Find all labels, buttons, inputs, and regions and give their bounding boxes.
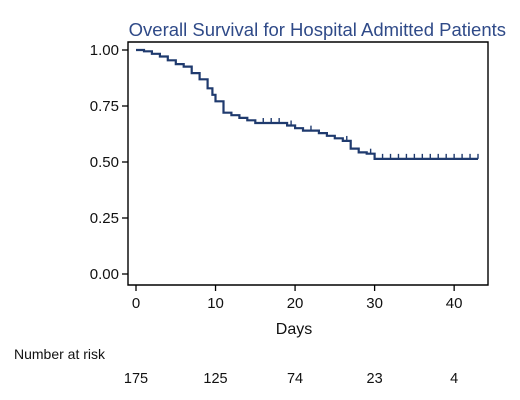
x-tick-label: 0 — [132, 295, 140, 312]
x-axis-label: Days — [276, 321, 312, 338]
y-tick-label: 0.25 — [90, 210, 119, 227]
survival-curve — [136, 48, 478, 160]
x-tick-label: 10 — [207, 295, 224, 312]
y-tick-label: 1.00 — [90, 42, 119, 59]
risk-table: 175 125 74 23 4 — [124, 371, 458, 387]
x-tick-label: 30 — [366, 295, 383, 312]
x-tick-label: 40 — [446, 295, 463, 312]
risk-value: 175 — [124, 371, 148, 387]
risk-value: 23 — [367, 371, 383, 387]
risk-value: 74 — [287, 371, 303, 387]
chart-title: Overall Survival for Hospital Admitted P… — [129, 19, 506, 40]
y-tick-label: 0.75 — [90, 98, 119, 115]
risk-value: 125 — [203, 371, 227, 387]
plot-area: 0.00 0.25 0.50 0.75 1.00 0 10 20 30 40 — [90, 41, 489, 312]
x-tick-label: 20 — [287, 295, 304, 312]
plot-frame — [127, 41, 489, 286]
risk-value: 4 — [450, 371, 458, 387]
risk-table-label: Number at risk — [14, 346, 106, 362]
y-tick-label: 0.00 — [90, 266, 119, 283]
y-tick-label: 0.50 — [90, 154, 119, 171]
